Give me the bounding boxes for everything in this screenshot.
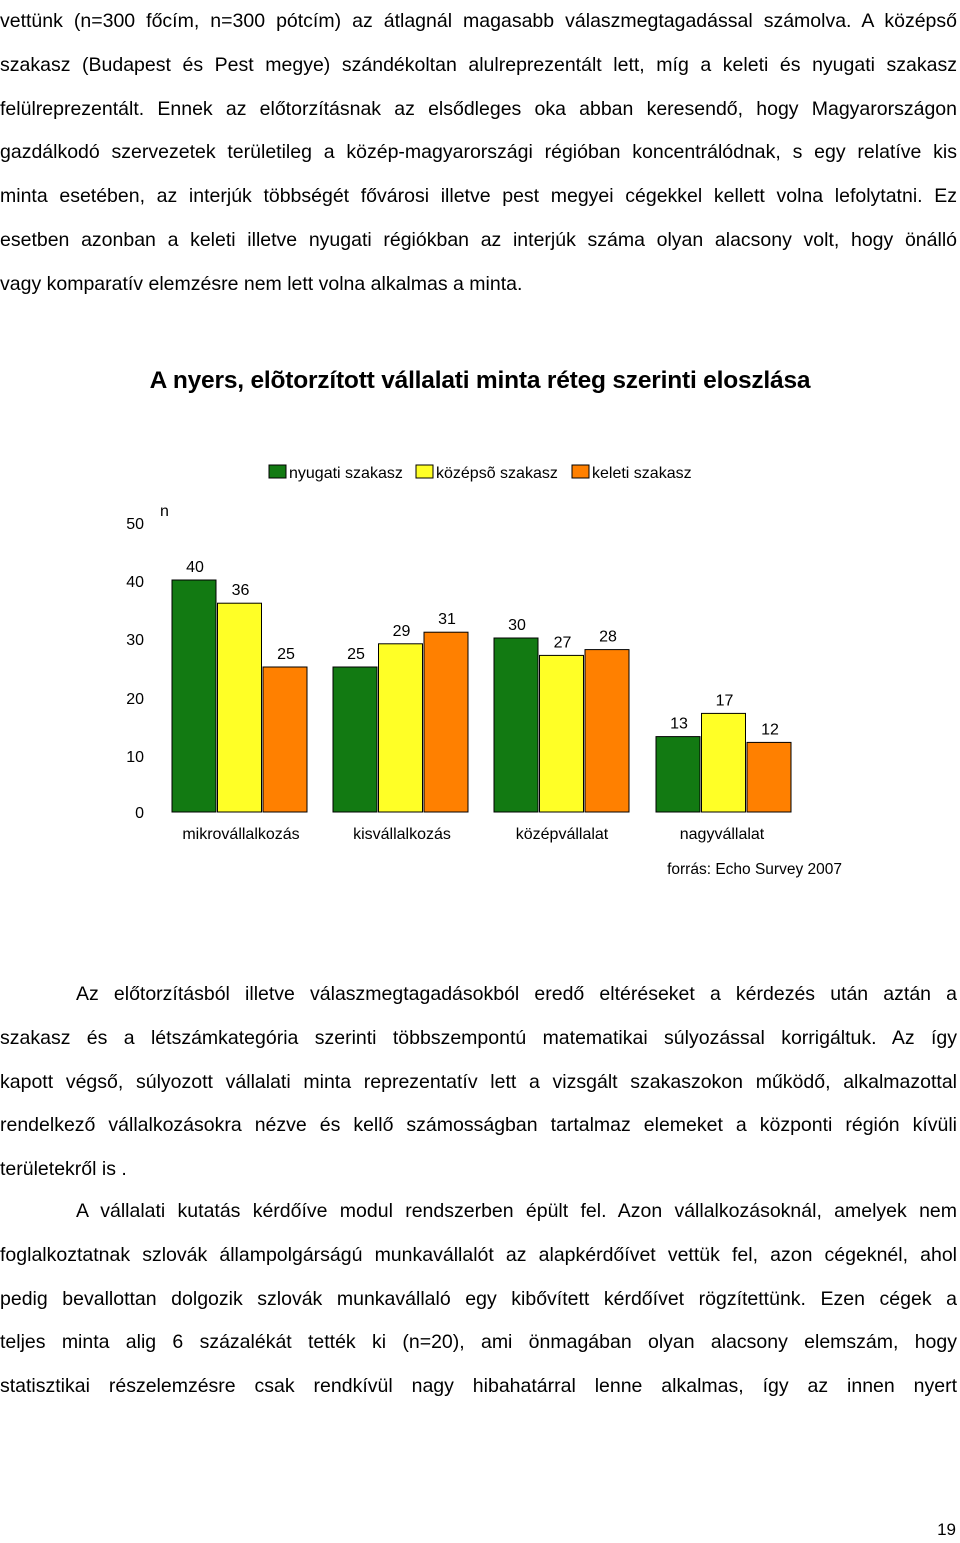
legend-label: középsõ szakasz	[436, 465, 558, 482]
bar-value-label: 40	[186, 559, 204, 576]
y-tick-label: 40	[126, 574, 144, 591]
page-number: 19	[937, 1520, 956, 1539]
text-line: esetben azonban a keleti illetve nyugati…	[0, 228, 957, 251]
bar-value-label: 36	[232, 582, 250, 599]
bar	[584, 649, 630, 813]
text-line: vettünk (n=300 főcím, n=300 pótcím) az á…	[0, 10, 957, 32]
chart-bars: 40 36 25 25 29 31 30 27 28 13 17 12	[171, 559, 792, 813]
bar	[746, 741, 792, 813]
bar	[378, 643, 423, 813]
bar	[539, 654, 584, 813]
x-tick-label: mikrovállalkozás	[182, 826, 299, 843]
bar	[262, 666, 308, 813]
bar-value-label: 12	[761, 721, 779, 738]
text-line: gazdálkodó szervezetek területileg a köz…	[0, 141, 957, 164]
weighting-paragraph: Az előtorzításból illetve válaszmegtagad…	[0, 973, 957, 1192]
x-tick-label: középvállalat	[516, 826, 609, 843]
text-line: pedig bevallottan dolgozik szlovák munka…	[0, 1287, 957, 1310]
text-line: felülreprezentált. Ennek az előtorzításn…	[0, 97, 957, 120]
x-tick-label: kisvállalkozás	[353, 826, 451, 843]
legend-swatch	[415, 464, 434, 479]
bar-chart: nyugati szakasz középsõ szakasz keleti sza…	[126, 464, 842, 878]
y-axis-ticks: 0 10 20 30 40 50	[126, 516, 144, 822]
y-tick-label: 20	[126, 691, 144, 708]
bar	[493, 637, 539, 813]
bar-value-label: 29	[393, 623, 411, 640]
text-line: vagy komparatív elemzésre nem lett volna…	[0, 272, 523, 295]
y-tick-label: 50	[126, 516, 144, 533]
bar	[423, 631, 469, 813]
intro-paragraph: vettünk (n=300 főcím, n=300 pótcím) az á…	[0, 0, 957, 307]
legend-swatch	[571, 464, 590, 479]
bar-value-label: 28	[599, 629, 617, 646]
text-line: Az előtorzításból illetve válaszmegtagad…	[76, 983, 957, 1005]
legend-label: nyugati szakasz	[289, 465, 403, 482]
y-tick-label: 30	[126, 632, 144, 649]
text-line: rendelkező vállalkozásokra nézve és kell…	[0, 1114, 957, 1137]
chart-source: forrás: Echo Survey 2007	[667, 861, 842, 878]
bar-value-label: 25	[347, 646, 365, 663]
text-line: statisztikai részelemzésre csak rendkívü…	[0, 1375, 957, 1398]
bar-value-label: 31	[438, 611, 456, 628]
y-tick-label: 10	[126, 749, 144, 766]
text-line: területekről is .	[0, 1158, 127, 1181]
bar	[217, 602, 262, 813]
text-line: teljes minta alig 6 százalékát tették ki…	[0, 1331, 957, 1354]
chart-legend: nyugati szakasz középsõ szakasz keleti sza…	[268, 464, 692, 482]
bar	[701, 712, 746, 813]
bar-value-label: 13	[670, 716, 688, 733]
y-axis-label: n	[160, 503, 169, 520]
bar-value-label: 30	[508, 617, 526, 634]
bar	[171, 579, 217, 813]
x-tick-label: nagyvállalat	[680, 826, 765, 843]
bar-value-label: 17	[716, 692, 734, 709]
text-line: kapott végső, súlyozott vállalati minta …	[0, 1070, 957, 1093]
bar	[332, 666, 378, 813]
questionnaire-paragraph: A vállalati kutatás kérdőíve modul rends…	[0, 1190, 957, 1409]
y-tick-label: 0	[135, 805, 144, 822]
text-line: A vállalati kutatás kérdőíve modul rends…	[76, 1200, 957, 1222]
text-line: szakasz és a létszámkategória szerinti t…	[0, 1026, 957, 1049]
text-line: minta esetében, az interjúk többségét fő…	[0, 185, 957, 208]
text-line: foglalkoztatnak szlovák állampolgárságú …	[0, 1243, 957, 1266]
legend-label: keleti szakasz	[592, 465, 692, 482]
chart-title: A nyers, elõtorzított vállalati minta ré…	[149, 367, 811, 394]
legend-swatch	[268, 464, 287, 479]
bar-value-label: 27	[554, 634, 572, 651]
bar	[655, 736, 701, 813]
text-line: szakasz (Budapest és Pest megye) szándék…	[0, 53, 957, 76]
x-axis-labels: mikrovállalkozás kisvállalkozás középválla…	[182, 826, 764, 843]
bar-value-label: 25	[277, 646, 295, 663]
